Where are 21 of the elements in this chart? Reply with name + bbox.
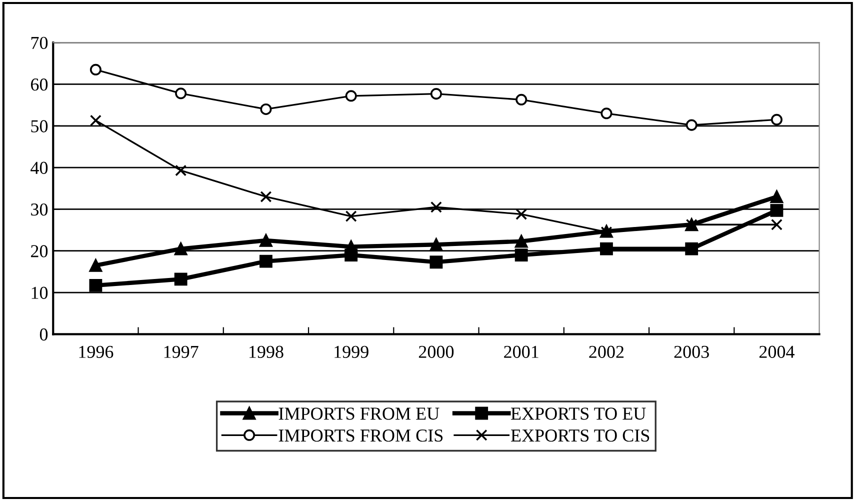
x-tick-label: 1999 [334,346,368,358]
x-tick-label: 2003 [674,346,709,358]
y-tick-label: 70 [31,36,48,50]
y-tick-label: 40 [30,162,48,174]
x-tick-label: 2001 [504,346,538,358]
y-tick-label: 20 [31,245,48,258]
x-tick-label: 2002 [589,346,624,358]
x-tick-label: 2004 [759,346,794,358]
legend-label: EXPORTS TO EU [510,408,646,420]
y-tick-label: 0 [40,328,48,341]
x-tick-label: 1998 [249,346,284,358]
legend-label: IMPORTS FROM CIS [278,430,443,442]
x-tick-label: 1996 [79,346,114,358]
y-tick-label: 10 [32,286,48,299]
legend-label: EXPORTS TO CIS [510,430,650,442]
legend-label: IMPORTS FROM EU [278,408,440,420]
y-tick-label: 50 [31,120,48,132]
x-tick-label: 1997 [164,346,198,358]
y-tick-label: 30 [31,203,48,216]
y-tick-label: 60 [30,78,48,91]
x-tick-label: 2000 [418,346,454,358]
